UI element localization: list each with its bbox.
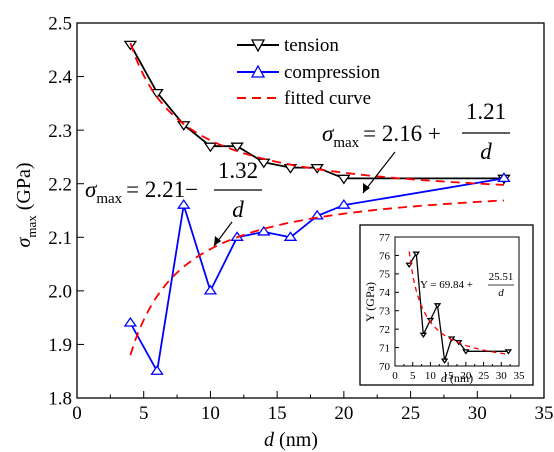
legend-tension-label: tension xyxy=(284,35,339,56)
inset-x-axis-label: d (nm) xyxy=(441,371,473,385)
x-tick-label: 30 xyxy=(496,370,508,382)
y-tick-label: 1.9 xyxy=(48,335,72,356)
inset-eq-denominator: d xyxy=(498,287,504,299)
inset-frame xyxy=(359,224,534,386)
tension-eq-numerator: 1.21 xyxy=(466,99,506,124)
y-tick-label: 2.3 xyxy=(48,121,72,142)
x-tick-label: 15 xyxy=(268,403,287,424)
compression-eq-arrowhead xyxy=(214,236,221,246)
data-point-marker xyxy=(257,225,271,236)
tension-eq-arrowhead xyxy=(363,183,370,193)
data-point-marker xyxy=(462,349,470,355)
y-tick-label: 76 xyxy=(379,250,391,262)
data-point-marker xyxy=(419,332,428,339)
data-point-marker xyxy=(150,88,164,99)
data-point-marker xyxy=(310,209,324,220)
fitted-curve xyxy=(129,199,505,356)
x-tick-label: 0 xyxy=(392,370,398,382)
y-tick-label: 75 xyxy=(379,269,391,281)
data-point-marker xyxy=(177,121,191,131)
y-tick-label: 2.1 xyxy=(48,228,72,249)
inset-equation: Y = 69.84 + 25.51 d xyxy=(420,271,514,299)
fitted-curve xyxy=(408,251,509,355)
inset-series-layer xyxy=(405,251,513,364)
y-tick-label: 2.5 xyxy=(48,14,72,35)
legend-compression-label: compression xyxy=(284,62,381,83)
y-tick-label: 1.8 xyxy=(48,389,72,410)
x-tick-label: 10 xyxy=(201,403,220,424)
data-point-marker xyxy=(177,199,191,209)
main-y-axis-label: σmax(GPa) xyxy=(13,162,39,247)
x-tick-label: 25 xyxy=(478,370,490,382)
x-tick-label: 35 xyxy=(514,370,526,382)
y-tick-label: 71 xyxy=(379,342,390,354)
x-tick-label: 5 xyxy=(410,370,416,382)
data-point-marker xyxy=(203,284,218,295)
compression-eq-denominator: d xyxy=(232,197,244,222)
data-point-marker xyxy=(497,172,511,183)
data-point-marker xyxy=(337,174,351,185)
legend-tension-marker xyxy=(250,39,266,53)
x-tick-label: 10 xyxy=(425,370,437,382)
tension-equation: σmax = 2.16 + 1.21 d xyxy=(322,99,510,194)
x-tick-label: 20 xyxy=(334,403,353,424)
legend-compression-marker xyxy=(250,64,266,78)
y-tick-label: 2.4 xyxy=(48,67,72,88)
y-tick-label: 2.0 xyxy=(48,282,72,303)
x-tick-label: 5 xyxy=(139,403,149,424)
data-point-marker xyxy=(337,199,351,209)
x-tick-label: 30 xyxy=(468,403,487,424)
data-point-marker xyxy=(440,358,449,364)
tension-eq-arrow xyxy=(362,151,396,194)
inset-y-axis-label: Y (GPa) xyxy=(363,282,377,322)
y-tick-label: 74 xyxy=(379,287,391,299)
compression-eq-lhs: σmax = 2.21− xyxy=(85,177,198,207)
x-tick-label: 20 xyxy=(460,370,472,382)
y-tick-label: 2.2 xyxy=(48,174,72,195)
tension-eq-lhs: σmax = 2.16 + xyxy=(322,121,441,151)
x-tick-label: 35 xyxy=(535,403,554,424)
data-point-marker xyxy=(283,231,298,241)
series-line-1 xyxy=(129,177,505,374)
y-tick-label: 70 xyxy=(379,361,391,373)
main-axis-ticks: 0 5 10 15 20 25 30 351.81.92.02.12.22.32.42.5 xyxy=(48,14,553,424)
fitted-curve xyxy=(129,42,505,186)
x-tick-label: 15 xyxy=(443,370,455,382)
y-tick-label: 72 xyxy=(379,324,390,336)
y-tick-label: 73 xyxy=(379,306,391,318)
x-tick-label: 25 xyxy=(401,403,420,424)
data-point-marker xyxy=(433,303,442,309)
data-point-marker xyxy=(150,365,164,375)
series-line-0 xyxy=(408,251,509,361)
main-series-layer xyxy=(123,40,511,375)
x-tick-label: 0 xyxy=(72,403,82,424)
data-point-marker xyxy=(123,316,138,327)
legend: tension compression fitted curve xyxy=(237,35,381,109)
data-point-marker xyxy=(230,142,244,153)
inset-axis-ticks: 0 5 10 15 20 25 30 35 70 71 72 73 74 75 76 77 xyxy=(379,232,525,382)
compression-eq-numerator: 1.32 xyxy=(218,158,258,183)
data-point-marker xyxy=(412,251,420,257)
y-tick-label: 77 xyxy=(379,232,391,244)
tension-eq-denominator: d xyxy=(480,139,492,164)
main-x-axis-label: d (nm) xyxy=(264,429,318,451)
series-line-0 xyxy=(129,43,504,180)
inset-eq-lhs: Y = 69.84 + xyxy=(420,279,473,291)
data-point-marker xyxy=(504,349,513,355)
inset-eq-numerator: 25.51 xyxy=(489,271,514,283)
legend-fit-label: fitted curve xyxy=(284,88,371,109)
compression-equation: σmax = 2.21− 1.32 d xyxy=(85,158,262,247)
data-point-marker xyxy=(203,142,218,153)
